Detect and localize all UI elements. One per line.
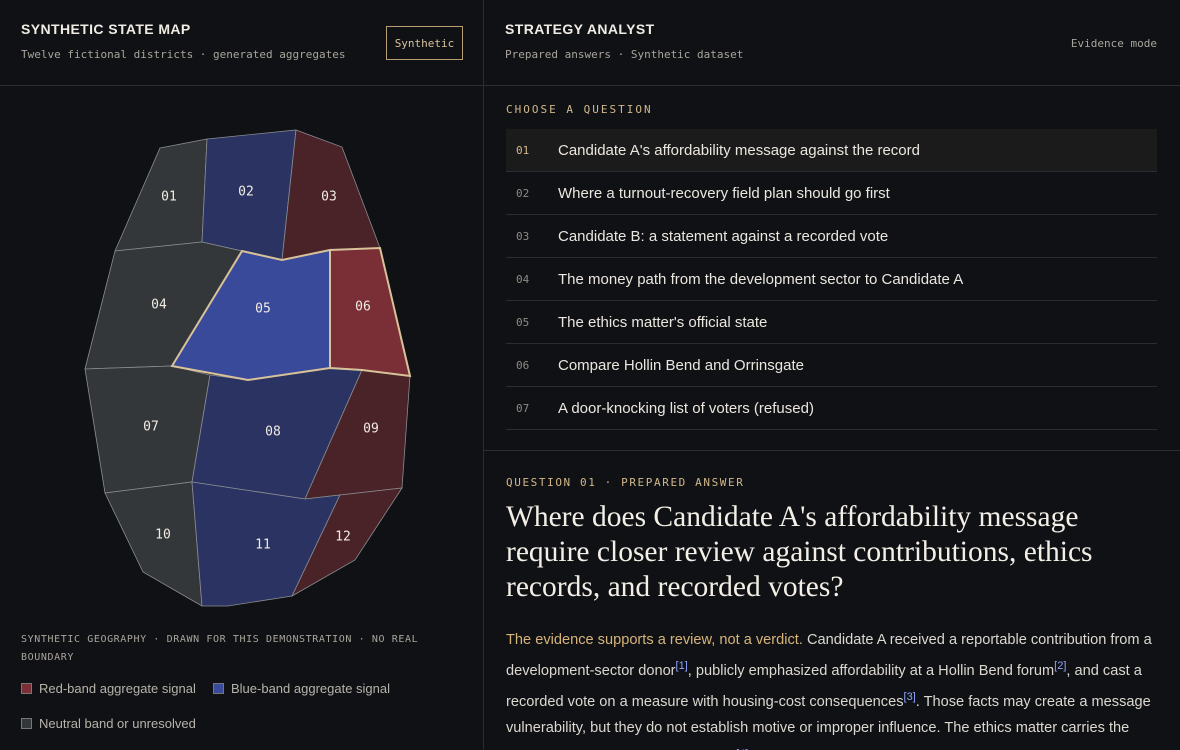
district-highlight [329, 246, 412, 378]
district [291, 487, 403, 597]
citation[interactable]: [3] [903, 690, 916, 703]
question-row[interactable]: 03 Candidate B: a statement against a rec… [506, 215, 1157, 258]
map-note: SYNTHETIC GEOGRAPHY · DRAWN FOR THIS DEM… [21, 634, 419, 663]
question-text: Compare Hollin Bend and Orrinsgate [558, 356, 804, 374]
district-label: 09 [363, 422, 379, 437]
answer-text: . Those facts may create a message vulne… [506, 693, 1151, 736]
question-row[interactable]: 02 Where a turnout-recovery field plan sh… [506, 172, 1157, 215]
question-row[interactable]: 07 A door-knocking list of voters (refuse… [506, 387, 1157, 430]
question-text: The money path from the development sect… [558, 270, 964, 288]
district-label: 07 [143, 420, 159, 435]
analyst-header: STRATEGY ANALYST Prepared answers · Synt… [484, 0, 1180, 86]
district-label: 03 [321, 190, 337, 205]
panel-subtitle: Twelve fictional districts · generated a… [21, 48, 346, 61]
question-number: 05 [516, 315, 530, 329]
legend-item: Blue-band aggregate signal [213, 681, 390, 696]
question-text: Candidate B: a statement against a recor… [558, 227, 889, 245]
panel-subtitle: Prepared answers · Synthetic dataset [505, 48, 744, 61]
answer-text: , publicly emphasized affordability at a… [687, 662, 1055, 679]
district-label: 10 [155, 528, 171, 543]
question-number: 01 [516, 143, 530, 157]
panel-title: STRATEGY ANALYST [505, 21, 655, 37]
mode-label: Evidence mode [1070, 37, 1157, 50]
question-list: 01 Candidate A's affordability message ag… [506, 129, 1157, 430]
question-text: Where a turnout-recovery field plan shou… [558, 184, 890, 202]
panel-title: SYNTHETIC STATE MAP [21, 21, 191, 37]
district-label: 11 [255, 538, 271, 553]
question-number: 03 [516, 229, 530, 243]
district-label: 01 [161, 190, 177, 205]
legend-item: Red-band aggregate signal [21, 681, 196, 696]
question-row[interactable]: 01 Candidate A's affordability message ag… [506, 129, 1157, 172]
legend-item: Neutral band or unresolved [21, 716, 196, 731]
question-number: 06 [516, 358, 530, 372]
question-row[interactable]: 04 The money path from the development se… [506, 258, 1157, 301]
question-number: 07 [516, 401, 530, 415]
district-label: 04 [151, 298, 167, 313]
question-number: 02 [516, 186, 530, 200]
citation[interactable]: [2] [1054, 660, 1067, 672]
district-label: 02 [238, 185, 254, 200]
district-label: 06 [355, 300, 371, 315]
question-row[interactable]: 05 The ethics matter's official state [506, 301, 1157, 344]
map-panel: SYNTHETIC STATE MAP Twelve fictional dis… [0, 0, 484, 750]
legend-label: Blue-band aggregate signal [231, 681, 391, 696]
list-heading: CHOOSE A QUESTION [506, 103, 653, 116]
citation[interactable]: [4] [736, 748, 748, 750]
answer-lead: The evidence supports a review, not a ve… [506, 632, 803, 648]
district [104, 481, 203, 607]
district-label: 05 [255, 302, 271, 317]
divider [484, 450, 1180, 451]
analyst-panel: STRATEGY ANALYST Prepared answers · Synt… [484, 0, 1180, 750]
district-label: 12 [335, 530, 351, 545]
answer-kicker: QUESTION 01 · PREPARED ANSWER [506, 476, 745, 489]
legend-label: Red-band aggregate signal [39, 681, 196, 696]
citation[interactable]: [1] [675, 660, 688, 672]
badge: Synthetic [386, 26, 463, 60]
answer-heading: Where does Candidate A's affordability m… [506, 501, 1093, 603]
district-label: 08 [265, 425, 281, 440]
map-header: SYNTHETIC STATE MAP Twelve fictional dis… [0, 0, 483, 86]
legend-label: Neutral band or unresolved [39, 716, 196, 731]
question-text: The ethics matter's official state [558, 313, 768, 331]
answer-text: Candidate A received a reportable contri… [506, 632, 1152, 679]
question-text: A door-knocking list of voters (refused) [558, 399, 814, 417]
question-number: 04 [516, 272, 530, 286]
answer-body: The evidence supports a review, not a ve… [506, 627, 1161, 750]
question-text: Candidate A's affordability message agai… [558, 141, 920, 159]
answer-text: , and cast a recorded vote on a measure … [506, 662, 1142, 710]
question-row[interactable]: 06 Compare Hollin Bend and Orrinsgate [506, 344, 1157, 387]
district-map: 01 02 03 04 05 06 07 08 09 10 11 12 [84, 129, 412, 607]
